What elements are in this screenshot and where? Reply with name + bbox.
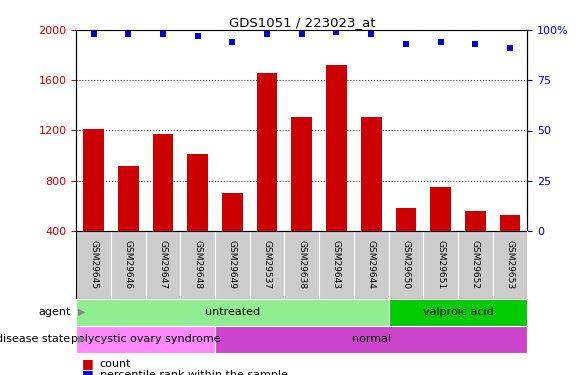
Bar: [291, 117, 312, 281]
Text: polycystic ovary syndrome: polycystic ovary syndrome: [71, 334, 220, 344]
Bar: [152, 134, 173, 281]
Text: ▶: ▶: [78, 334, 86, 344]
Point: [89, 31, 98, 37]
Text: GSM29638: GSM29638: [297, 240, 306, 290]
Bar: [118, 166, 139, 281]
Text: ■: ■: [82, 357, 94, 370]
Bar: [284, 231, 319, 298]
Text: count: count: [100, 359, 131, 369]
Text: untreated: untreated: [205, 307, 260, 317]
Bar: [465, 211, 486, 281]
Bar: [250, 231, 284, 298]
Text: GSM29653: GSM29653: [506, 240, 515, 290]
Bar: [145, 231, 180, 298]
Point: [471, 41, 480, 47]
Bar: [500, 214, 520, 281]
Text: normal: normal: [352, 334, 391, 344]
Point: [228, 39, 237, 45]
Point: [366, 31, 376, 37]
Bar: [180, 231, 215, 298]
Bar: [361, 117, 381, 281]
Bar: [215, 231, 250, 298]
Text: GSM29647: GSM29647: [158, 240, 168, 289]
Bar: [326, 65, 347, 281]
Bar: [222, 194, 243, 281]
Text: GSM29651: GSM29651: [436, 240, 445, 290]
Text: GSM29648: GSM29648: [193, 240, 202, 289]
Point: [297, 31, 306, 37]
Bar: [493, 231, 527, 298]
Text: valproic acid: valproic acid: [423, 307, 493, 317]
Bar: [389, 231, 423, 298]
Text: GSM29649: GSM29649: [228, 240, 237, 289]
Text: GSM29645: GSM29645: [89, 240, 98, 289]
Text: GSM29537: GSM29537: [263, 240, 271, 290]
Text: agent: agent: [38, 307, 70, 317]
Bar: [396, 209, 416, 281]
Text: ▶: ▶: [78, 307, 86, 317]
Bar: [257, 73, 278, 281]
Text: GSM29646: GSM29646: [124, 240, 133, 289]
Bar: [76, 231, 111, 298]
Point: [193, 33, 202, 39]
Bar: [76, 326, 215, 352]
Bar: [389, 298, 527, 326]
Bar: [111, 231, 145, 298]
Bar: [215, 326, 527, 352]
Text: GSM29652: GSM29652: [471, 240, 480, 289]
Bar: [319, 231, 354, 298]
Text: GSM29644: GSM29644: [367, 240, 376, 289]
Point: [436, 39, 445, 45]
Point: [332, 29, 341, 35]
Point: [401, 41, 411, 47]
Text: GSM29643: GSM29643: [332, 240, 341, 289]
Text: GSM29650: GSM29650: [401, 240, 410, 290]
Point: [158, 31, 168, 37]
Bar: [423, 231, 458, 298]
Text: percentile rank within the sample: percentile rank within the sample: [100, 370, 288, 375]
Bar: [188, 154, 208, 281]
Bar: [430, 187, 451, 281]
Point: [505, 45, 515, 51]
Bar: [83, 129, 104, 281]
Bar: [76, 298, 389, 326]
Bar: [354, 231, 389, 298]
Point: [263, 31, 272, 37]
Bar: [458, 231, 493, 298]
Text: disease state: disease state: [0, 334, 70, 344]
Text: ■: ■: [82, 369, 94, 375]
Title: GDS1051 / 223023_at: GDS1051 / 223023_at: [229, 16, 375, 29]
Point: [124, 31, 133, 37]
